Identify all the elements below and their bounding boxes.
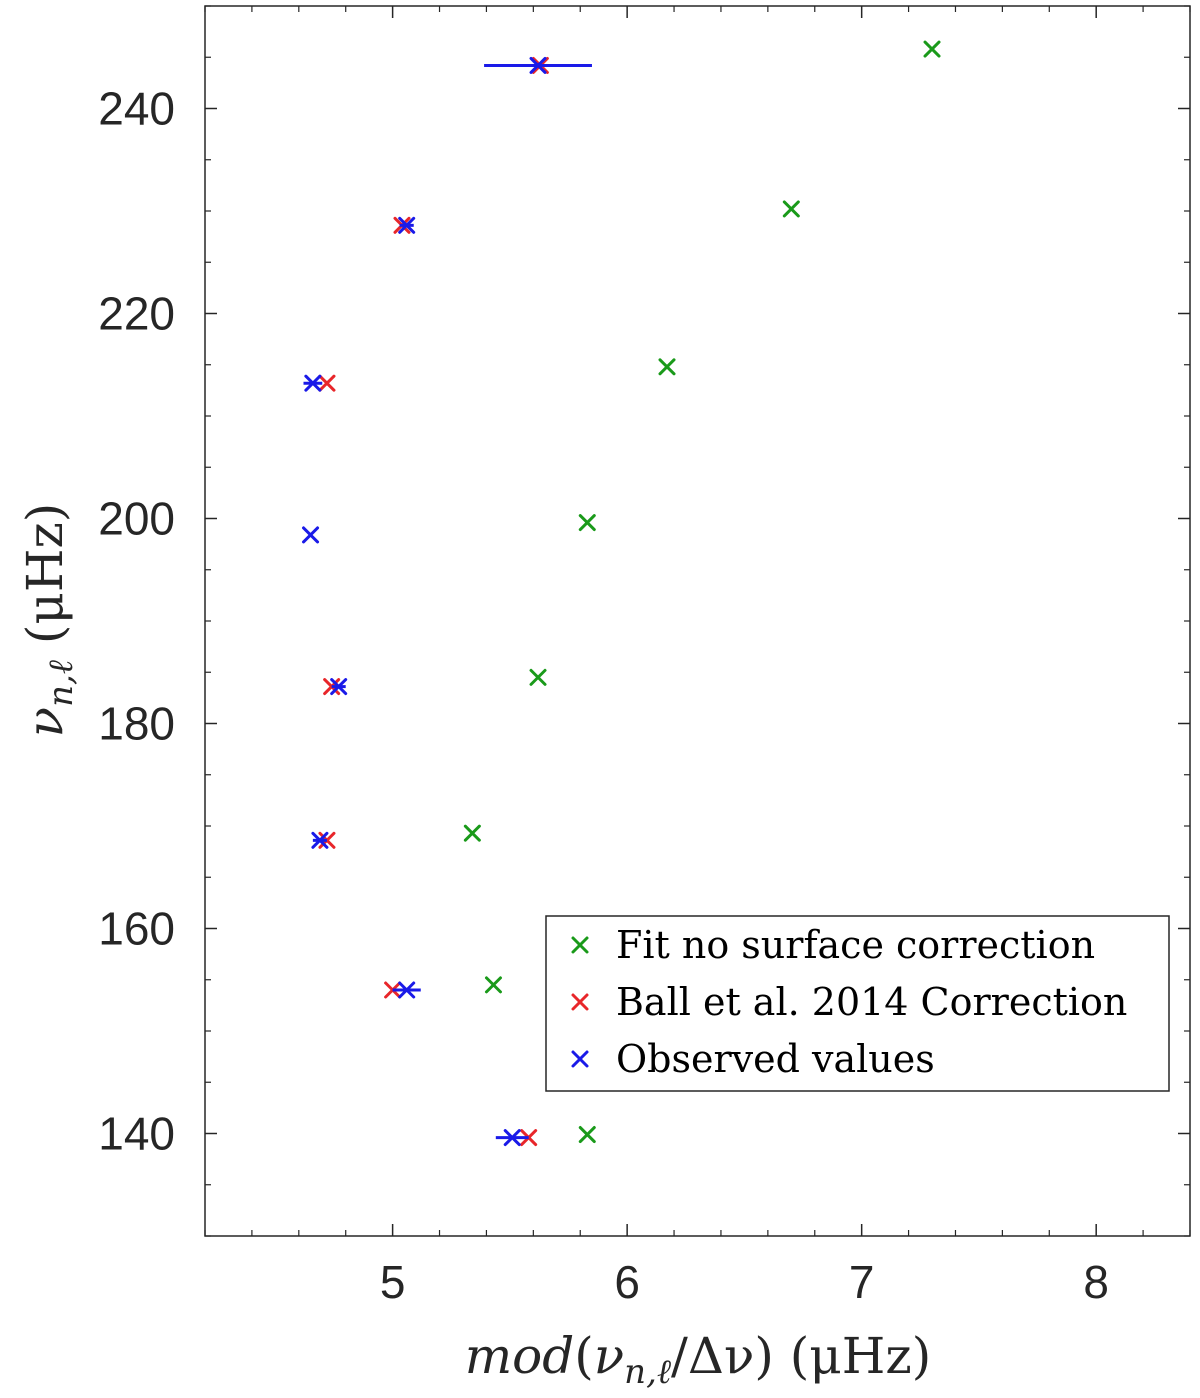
data-point xyxy=(311,831,329,849)
data-point xyxy=(302,526,320,544)
y-tick-label: 180 xyxy=(98,698,175,750)
data-point xyxy=(304,374,322,392)
y-tick-label: 160 xyxy=(98,903,175,955)
legend-label: Fit no surface correction xyxy=(616,923,1095,967)
legend-marker xyxy=(571,936,589,954)
x-tick-label: 8 xyxy=(1083,1256,1109,1308)
x-tick-label: 5 xyxy=(380,1256,406,1308)
x-axis-label: mod(νn,ℓ/Δν) (μHz) xyxy=(465,1327,932,1392)
data-point xyxy=(503,1129,521,1147)
y-tick-label: 240 xyxy=(98,83,175,135)
data-point xyxy=(318,374,336,392)
data-point xyxy=(330,678,348,696)
data-point xyxy=(484,976,502,994)
legend: Fit no surface correction Ball et al. 201… xyxy=(545,915,1170,1092)
y-tick-label: 200 xyxy=(98,493,175,545)
x-tick-label: 6 xyxy=(614,1256,640,1308)
data-point xyxy=(398,216,416,234)
data-point xyxy=(463,824,481,842)
data-point xyxy=(782,200,800,218)
y-tick-label: 140 xyxy=(98,1108,175,1160)
data-point xyxy=(923,40,941,58)
data-point xyxy=(578,1126,596,1144)
y-tick-label: 220 xyxy=(98,288,175,340)
data-point xyxy=(578,514,596,532)
legend-label: Ball et al. 2014 Correction xyxy=(616,980,1127,1024)
data-point xyxy=(529,56,547,74)
legend-marker xyxy=(571,1050,589,1068)
legend-marker xyxy=(571,993,589,1011)
y-axis-label: νn,ℓ (μHz) xyxy=(16,503,81,738)
x-tick-label: 7 xyxy=(849,1256,875,1308)
data-point xyxy=(529,668,547,686)
legend-label: Observed values xyxy=(616,1037,935,1081)
data-point xyxy=(398,981,416,999)
plot-area: 5 6 7 8 140 160 180 200 220 240 xyxy=(98,5,1191,1308)
data-point xyxy=(658,358,676,376)
data-marks xyxy=(302,40,941,1147)
legend-box xyxy=(545,915,1170,1092)
